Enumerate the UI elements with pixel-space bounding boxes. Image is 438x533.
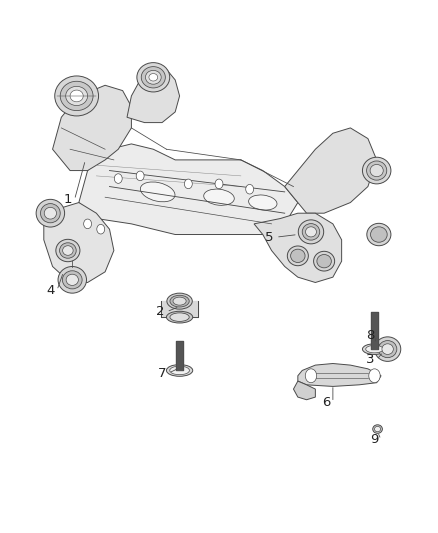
- Circle shape: [136, 171, 144, 181]
- Text: 3: 3: [366, 353, 374, 366]
- Ellipse shape: [166, 365, 193, 376]
- Ellipse shape: [149, 74, 158, 81]
- Ellipse shape: [167, 293, 192, 309]
- Ellipse shape: [40, 204, 60, 223]
- Text: 2: 2: [155, 305, 164, 318]
- Text: 7: 7: [158, 367, 166, 379]
- Ellipse shape: [60, 81, 93, 111]
- Ellipse shape: [140, 182, 175, 202]
- Ellipse shape: [373, 425, 382, 433]
- Ellipse shape: [378, 341, 397, 358]
- Ellipse shape: [137, 63, 170, 92]
- Ellipse shape: [382, 344, 393, 354]
- Ellipse shape: [362, 344, 387, 354]
- Polygon shape: [293, 381, 315, 400]
- Polygon shape: [53, 85, 131, 171]
- Ellipse shape: [58, 266, 87, 293]
- Text: 8: 8: [366, 329, 374, 342]
- Ellipse shape: [170, 295, 189, 307]
- Ellipse shape: [70, 90, 83, 102]
- Text: 4: 4: [46, 284, 55, 297]
- Polygon shape: [285, 128, 377, 213]
- Circle shape: [369, 369, 380, 383]
- Ellipse shape: [302, 224, 320, 240]
- Ellipse shape: [367, 223, 391, 246]
- Text: 1: 1: [64, 193, 72, 206]
- Ellipse shape: [366, 345, 383, 353]
- Ellipse shape: [170, 366, 189, 375]
- Ellipse shape: [170, 313, 189, 321]
- Ellipse shape: [374, 337, 401, 361]
- Ellipse shape: [141, 67, 165, 88]
- Ellipse shape: [249, 195, 277, 210]
- Ellipse shape: [374, 426, 381, 432]
- Ellipse shape: [66, 86, 88, 106]
- Circle shape: [215, 179, 223, 189]
- Ellipse shape: [367, 161, 387, 180]
- Ellipse shape: [287, 246, 308, 265]
- Circle shape: [97, 224, 105, 234]
- Circle shape: [184, 179, 192, 189]
- Ellipse shape: [60, 243, 76, 258]
- Text: 5: 5: [265, 231, 274, 244]
- Polygon shape: [79, 144, 298, 235]
- Ellipse shape: [145, 70, 161, 84]
- Ellipse shape: [55, 76, 99, 116]
- Ellipse shape: [44, 207, 57, 219]
- Ellipse shape: [204, 189, 234, 205]
- Polygon shape: [44, 203, 114, 282]
- Ellipse shape: [36, 199, 65, 227]
- Ellipse shape: [56, 239, 80, 262]
- Polygon shape: [254, 213, 342, 282]
- Ellipse shape: [173, 297, 186, 305]
- Polygon shape: [298, 364, 381, 386]
- Text: 9: 9: [370, 433, 379, 446]
- Ellipse shape: [362, 157, 391, 184]
- Circle shape: [84, 219, 92, 229]
- Ellipse shape: [305, 227, 316, 237]
- Circle shape: [246, 184, 254, 194]
- Circle shape: [114, 174, 122, 183]
- Ellipse shape: [63, 271, 82, 289]
- Ellipse shape: [166, 311, 193, 323]
- Ellipse shape: [371, 227, 387, 242]
- Ellipse shape: [314, 252, 335, 271]
- Circle shape: [305, 369, 317, 383]
- Text: 6: 6: [322, 396, 331, 409]
- Ellipse shape: [66, 274, 78, 286]
- Ellipse shape: [63, 246, 73, 255]
- Polygon shape: [127, 69, 180, 123]
- Ellipse shape: [370, 164, 383, 177]
- Ellipse shape: [298, 220, 324, 244]
- Ellipse shape: [317, 255, 331, 268]
- Ellipse shape: [291, 249, 305, 263]
